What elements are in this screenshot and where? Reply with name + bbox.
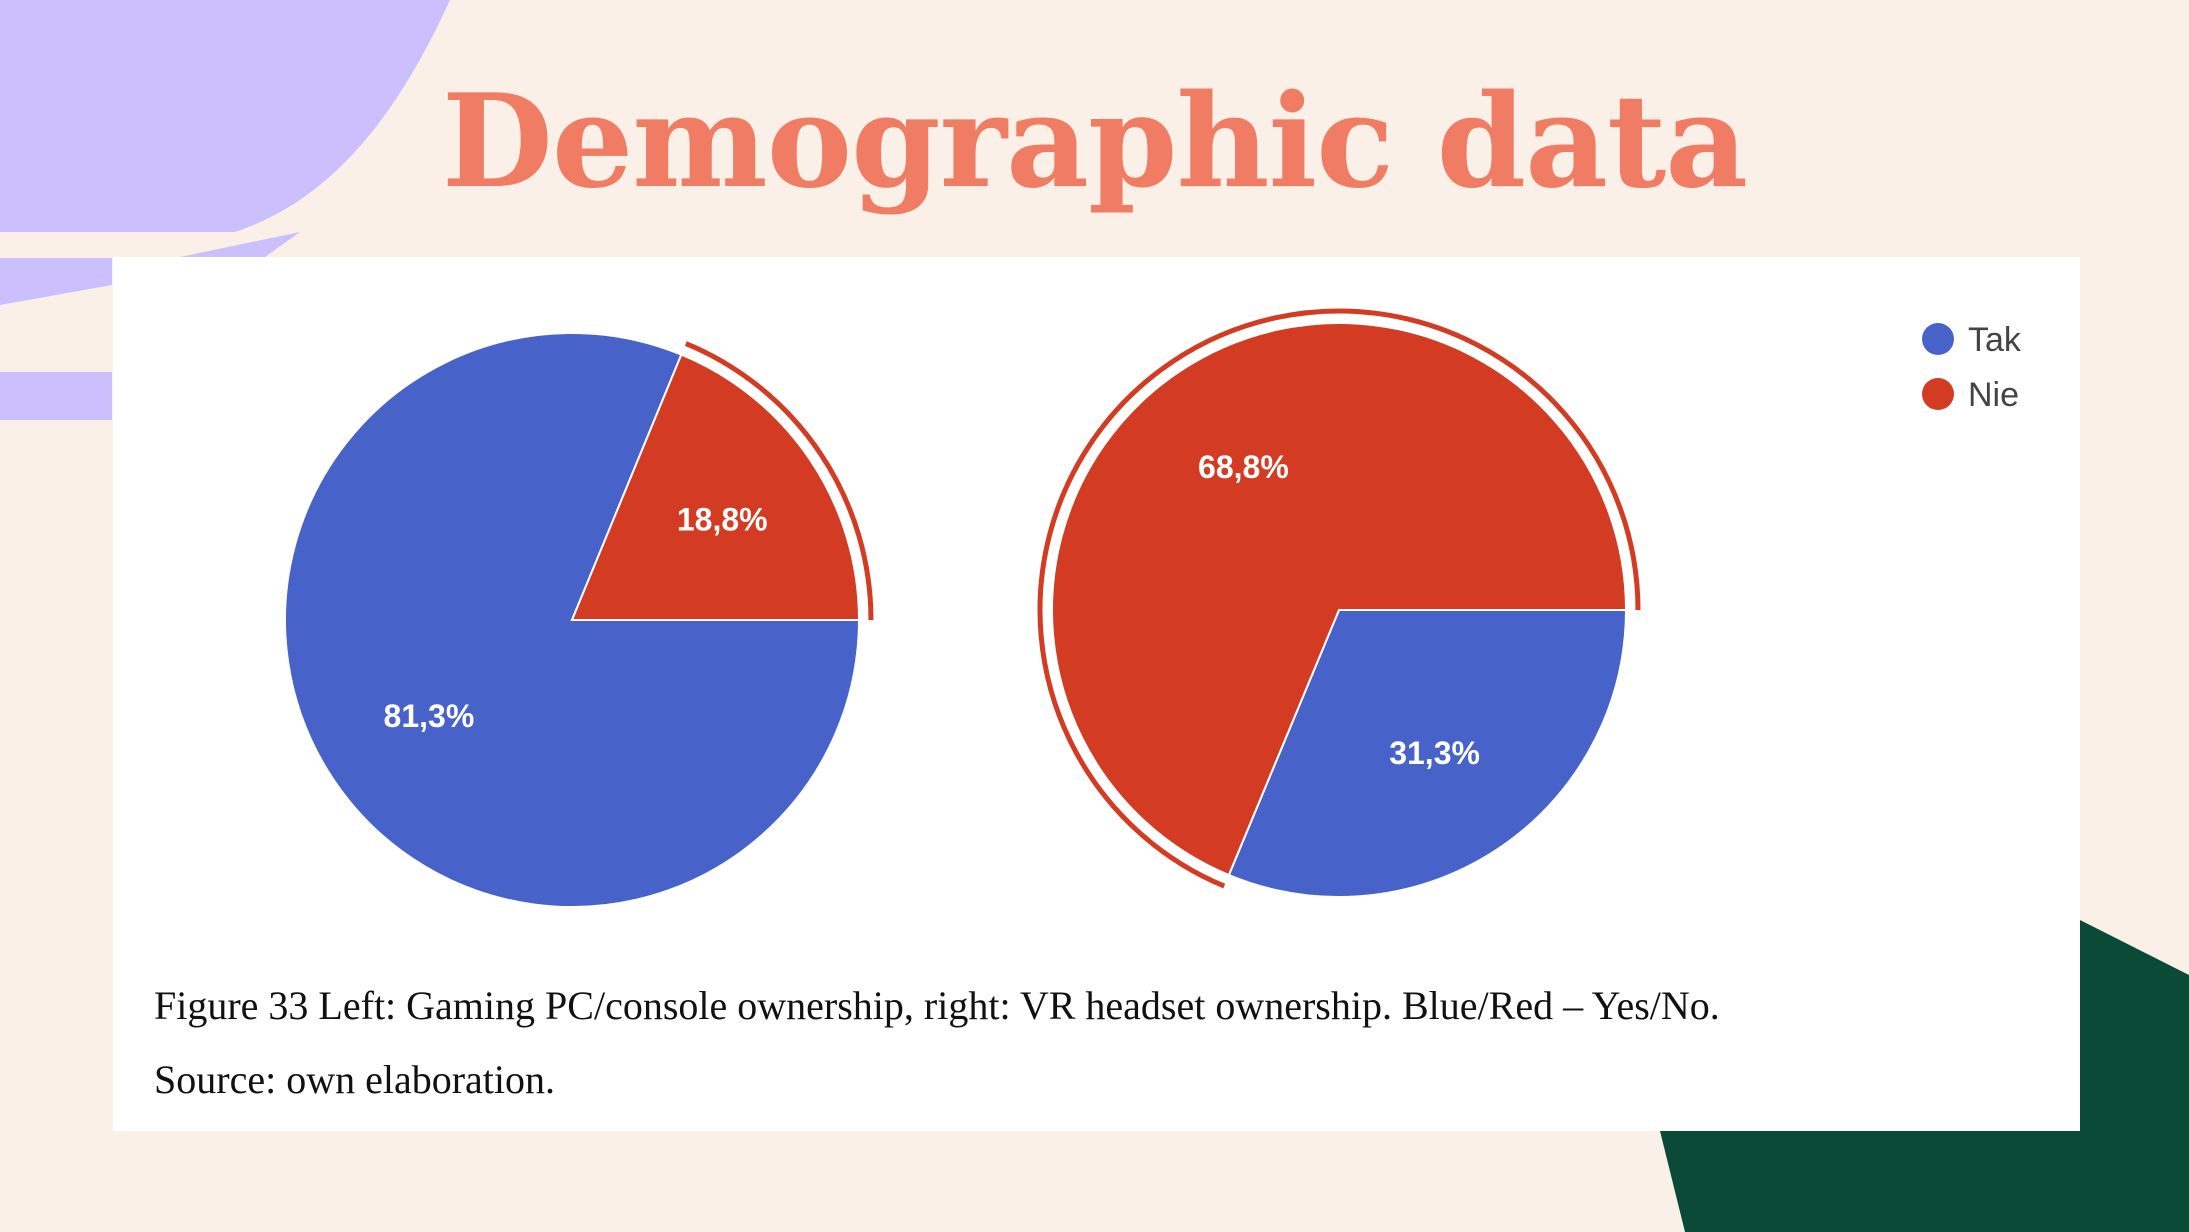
lavender-stripe-shape [180,232,300,257]
pie-data-label-tak: 31,3% [1389,735,1480,771]
pie-charts: 81,3% 18,8% 31,3% 68,8% Tak Nie [284,308,2022,908]
caption-line-2: Source: own elaboration. [154,1057,555,1102]
legend-label-tak: Tak [1968,321,2022,359]
pie-slice-nie [570,353,861,621]
pie-data-label-nie: 68,8% [1198,449,1289,485]
pie-data-label-nie: 18,8% [677,501,768,537]
pie-chart-right: 31,3% 68,8% [1037,308,1641,898]
pie-data-label-tak: 81,3% [384,698,475,734]
pie-highlight-arc-nie [1037,308,1641,889]
legend-swatch-tak [1922,323,1954,355]
chart-legend: Tak Nie [1922,321,2022,414]
pie-slice-tak [1227,609,1628,898]
slide-title: Demographic data [441,67,1748,217]
lavender-stripe-shape [0,258,112,305]
figure-card: 81,3% 18,8% 31,3% 68,8% Tak Nie Figure 33 … [113,257,2080,1131]
legend-label-nie: Nie [1968,376,2019,414]
legend-swatch-nie [1922,378,1954,410]
lavender-stripe-shape [0,372,112,420]
figure-caption: Figure 33 Left: Gaming PC/console owners… [154,969,2054,1117]
pie-highlight-arc-nie [684,341,874,621]
pie-chart-left: 81,3% 18,8% [284,332,874,908]
pie-slice-nie [1051,321,1628,877]
caption-line-1: Figure 33 Left: Gaming PC/console owners… [154,983,1720,1028]
